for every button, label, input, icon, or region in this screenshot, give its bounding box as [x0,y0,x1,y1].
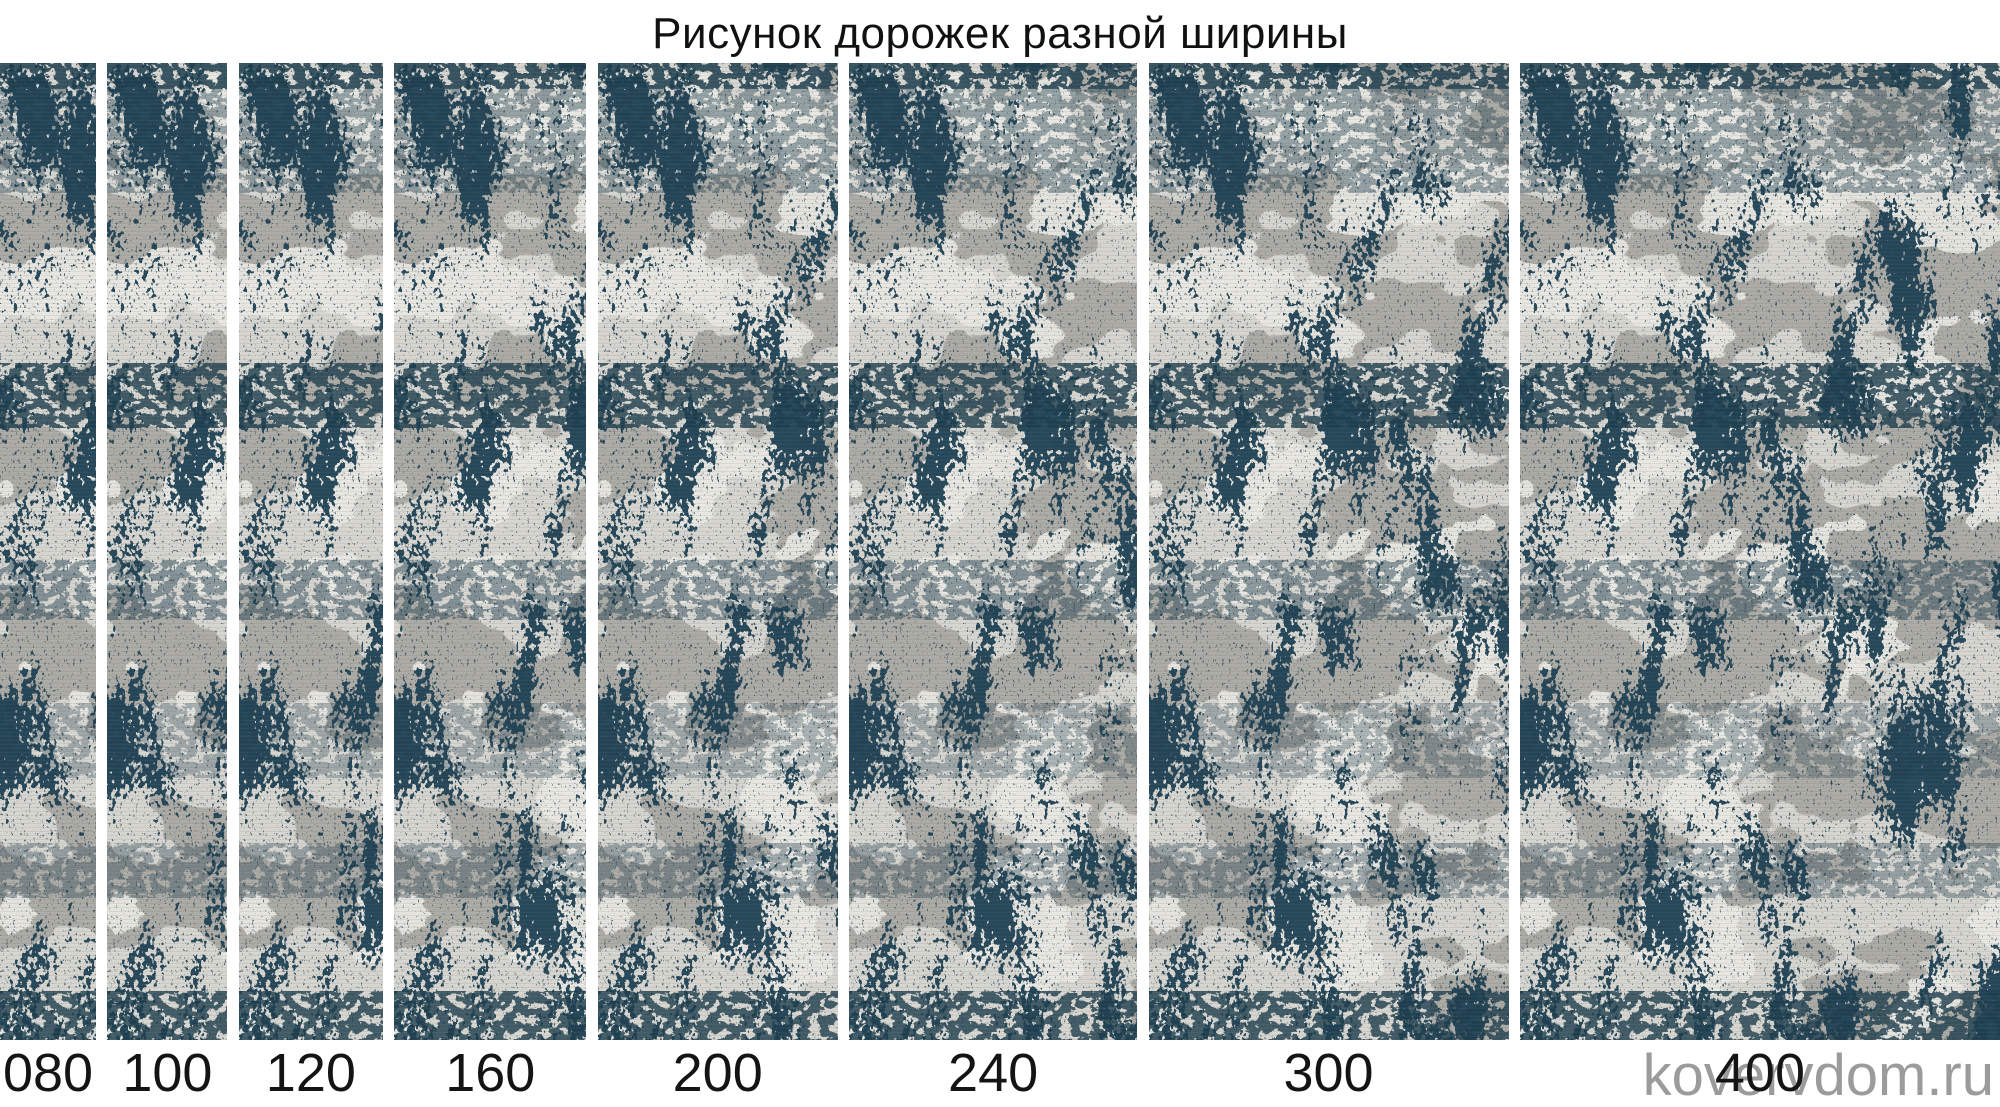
strip-width-label: 300 [1283,1043,1374,1103]
carpet-speckle-layer [597,63,838,1040]
page-title: Рисунок дорожек разной ширины [652,8,1348,58]
carpet-strip [394,63,587,1040]
strip-column: 300 [1148,63,1509,1105]
strip-column: 080 [0,63,96,1105]
strip-width-label: 160 [445,1043,536,1103]
carpet-strip [1519,63,2000,1040]
strip-width-label: 080 [2,1043,94,1103]
carpet-speckle-layer [849,63,1138,1040]
carpet-speckle-layer [0,63,96,1040]
strip-column: 160 [394,63,587,1105]
carpet-strip [238,63,383,1040]
carpet-speckle-layer [1519,63,2000,1040]
carpet-speckle-layer [107,63,228,1040]
carpet-strip [107,63,228,1040]
carpet-speckle-layer [1148,63,1509,1040]
carpet-speckle-layer [394,63,587,1040]
strips-row: 080 100 [0,63,2000,1105]
strip-column: 240 [849,63,1138,1105]
strip-column: 400 [1519,63,2000,1105]
strip-width-label: 200 [672,1043,763,1103]
strip-width-label: 120 [265,1043,356,1103]
carpet-strip [849,63,1138,1040]
watermark: kovervdom.ru [1642,1043,1994,1107]
carpet-speckle-layer [238,63,383,1040]
strip-width-label: 100 [122,1043,213,1103]
strip-column: 200 [597,63,838,1105]
carpet-strip [597,63,838,1040]
carpet-strip [0,63,96,1040]
strip-width-label: 400 [1714,1043,1805,1103]
strip-column: 120 [238,63,383,1105]
strip-column: 100 [107,63,228,1105]
carpet-strip [1148,63,1509,1040]
strip-width-label: 240 [948,1043,1039,1103]
